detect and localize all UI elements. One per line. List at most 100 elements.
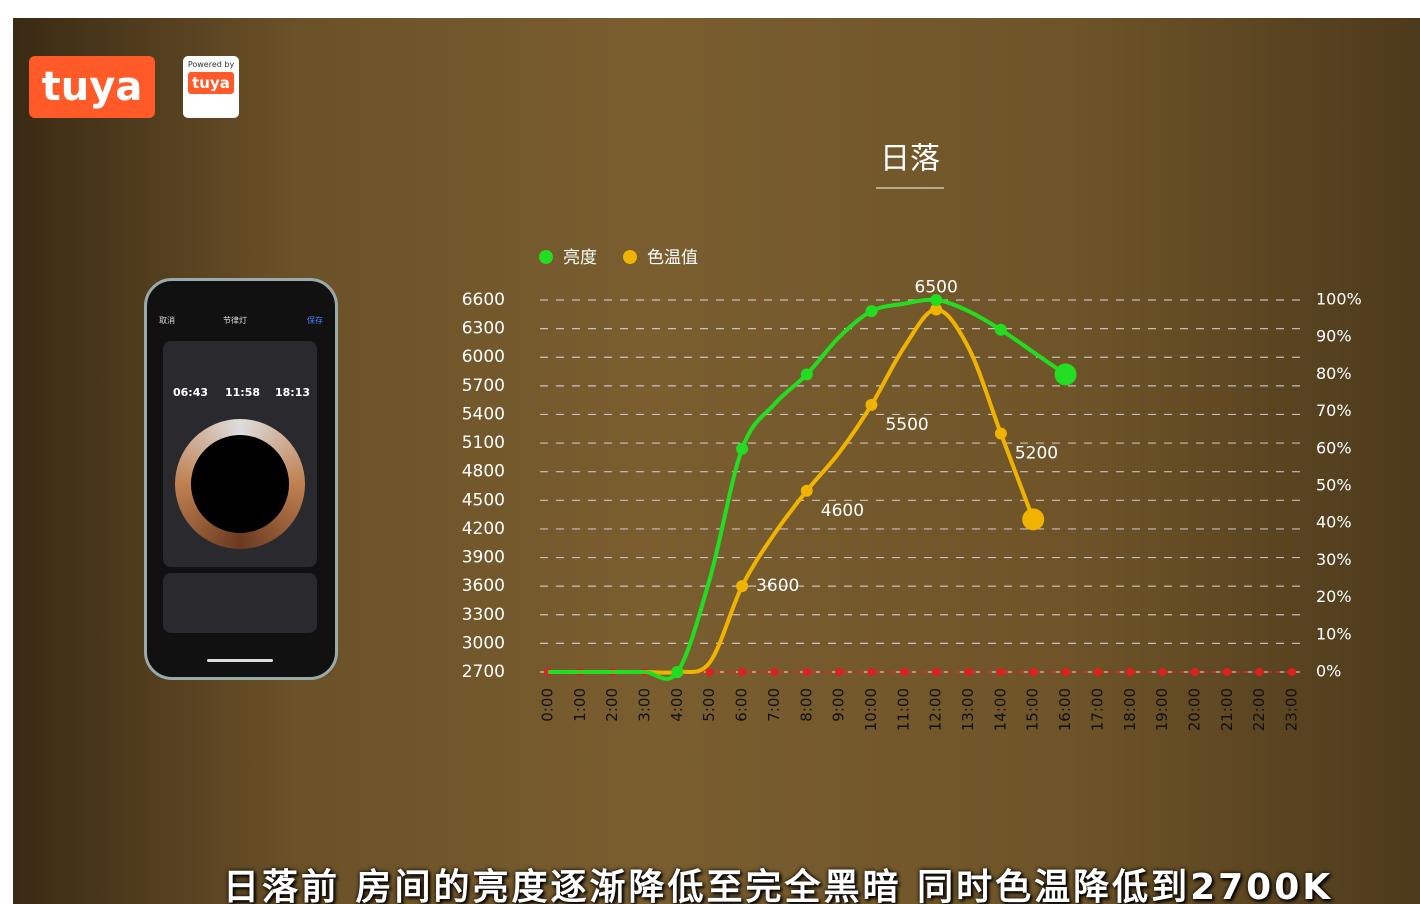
axis-dot (1061, 668, 1070, 676)
axis-dot (996, 668, 1005, 676)
x-tick-label: 7:00 (765, 688, 783, 722)
x-tick-label: 10:00 (862, 688, 880, 731)
axis-dot (964, 668, 973, 676)
y2-tick-label: 70% (1316, 401, 1352, 420)
value-label: 4600 (821, 501, 864, 521)
x-tick-label: 1:00 (571, 688, 589, 722)
y-tick-label: 5700 (462, 376, 505, 396)
x-tick-label: 4:00 (668, 688, 686, 722)
x-tick-label: 19:00 (1153, 688, 1171, 731)
phone: 取消 节律灯 保存 06:43 11:58 18:13 (144, 278, 338, 680)
axis-dot (1093, 668, 1102, 676)
y-tick-label: 4800 (462, 462, 505, 482)
y2-tick-label: 90% (1316, 327, 1352, 346)
y-tick-label: 6600 (462, 290, 505, 310)
point (994, 323, 1007, 336)
x-tick-label: 14:00 (991, 688, 1009, 731)
legend-label: 亮度 (563, 248, 597, 268)
point (736, 442, 749, 455)
axis-dot (932, 668, 941, 676)
y-tick-label: 3900 (462, 548, 505, 568)
y2-tick-label: 60% (1316, 438, 1352, 457)
y2-tick-label: 100% (1316, 290, 1362, 309)
phone-title: 节律灯 (223, 316, 247, 325)
phone-modes (163, 573, 317, 633)
point (736, 580, 749, 593)
point (865, 398, 878, 411)
y-tick-label: 3000 (462, 633, 505, 653)
point (671, 666, 684, 678)
powered-logo: Powered by tuya (183, 56, 239, 118)
value-label: 6500 (915, 278, 958, 298)
x-tick-label: 0:00 (539, 688, 557, 722)
axis-dot (1126, 668, 1135, 676)
powered-brand: tuya (188, 72, 234, 94)
phone-dial (175, 419, 305, 549)
y-tick-label: 5400 (462, 404, 505, 424)
x-tick-label: 22:00 (1250, 688, 1268, 731)
x-tick-label: 6:00 (733, 688, 751, 722)
x-tick-label: 12:00 (927, 688, 945, 731)
axis-dot (1288, 668, 1296, 676)
axis-dot (1255, 668, 1264, 676)
point (994, 427, 1007, 440)
legend-label: 色温值 (647, 248, 698, 268)
x-tick-label: 23:00 (1283, 688, 1301, 731)
phone-time: 18:13 (275, 386, 311, 399)
axis-dot (1029, 668, 1038, 676)
legend-dot (623, 250, 637, 264)
y2-tick-label: 40% (1316, 513, 1352, 532)
point (865, 305, 878, 318)
y2-tick-label: 50% (1316, 476, 1352, 495)
point (1054, 363, 1077, 386)
point (930, 294, 943, 306)
axis-dot (1223, 668, 1232, 676)
phone-cancel: 取消 (159, 316, 175, 325)
y-tick-label: 4500 (462, 490, 505, 510)
point (800, 368, 813, 381)
x-tick-label: 3:00 (636, 688, 654, 722)
series-line (548, 297, 1067, 681)
chart-title: 日落 (880, 142, 940, 177)
x-tick-label: 15:00 (1024, 688, 1042, 731)
x-tick-label: 8:00 (797, 688, 815, 722)
y-tick-label: 6000 (462, 347, 505, 367)
y-tick-label: 5100 (462, 433, 505, 453)
phone-time: 06:43 (173, 386, 209, 399)
y-tick-label: 4200 (462, 519, 505, 539)
phone-bar (207, 659, 273, 662)
x-tick-label: 21:00 (1218, 688, 1236, 731)
value-label: 5500 (885, 415, 928, 435)
x-tick-label: 16:00 (1056, 688, 1074, 731)
legend-dot (539, 250, 553, 264)
y2-tick-label: 0% (1316, 662, 1341, 681)
y-tick-label: 3600 (462, 576, 505, 596)
x-tick-label: 9:00 (830, 688, 848, 722)
y-tick-label: 2700 (462, 662, 505, 682)
y2-tick-label: 20% (1316, 587, 1352, 606)
y2-tick-label: 10% (1316, 624, 1352, 643)
x-tick-label: 20:00 (1185, 688, 1203, 731)
x-tick-label: 17:00 (1088, 688, 1106, 731)
x-tick-label: 5:00 (700, 688, 718, 722)
logo: tuya (29, 56, 155, 118)
video-frame: tuya Powered by tuya 取消 节律灯 保存 06:43 11:5… (13, 18, 1420, 904)
powered-text: Powered by (187, 60, 235, 69)
point (1022, 508, 1045, 531)
y2-tick-label: 30% (1316, 550, 1352, 569)
x-tick-label: 11:00 (894, 688, 912, 731)
point (800, 484, 813, 497)
axis-dot (1158, 668, 1167, 676)
point (930, 303, 943, 316)
phone-time: 11:58 (225, 386, 261, 399)
x-tick-label: 13:00 (959, 688, 977, 731)
x-tick-label: 18:00 (1121, 688, 1139, 731)
y-tick-label: 6300 (462, 319, 505, 339)
value-label: 5200 (1015, 444, 1058, 464)
caption: 日落前 房间的亮度逐渐降低至完全黑暗 同时色温降低到2700K (223, 867, 1334, 904)
y-tick-label: 3300 (462, 605, 505, 625)
phone-save: 保存 (307, 316, 323, 325)
series-line (548, 307, 1036, 675)
value-label: 3600 (756, 576, 799, 596)
